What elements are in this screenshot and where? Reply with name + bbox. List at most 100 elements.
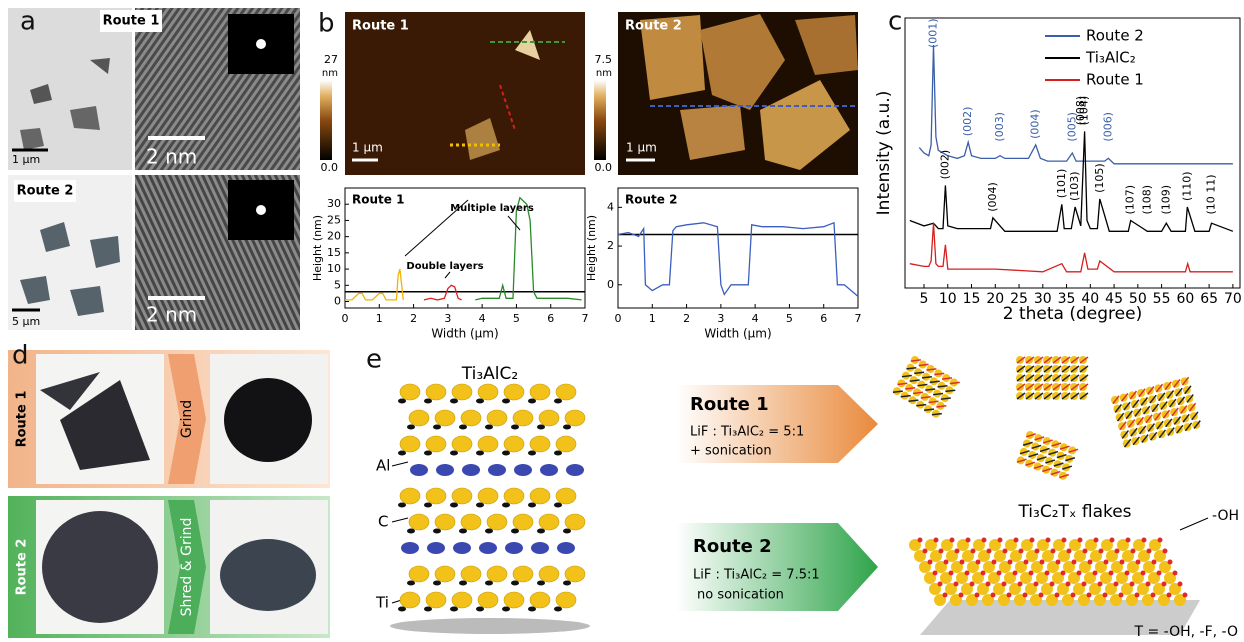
ti-atom: [565, 410, 585, 426]
x-tick-label: 55: [1153, 291, 1171, 307]
ti-atom: [530, 384, 550, 400]
scale-label: 2 nm: [146, 145, 197, 169]
surface-atom: [981, 571, 986, 576]
plot-title: Route 1: [352, 193, 404, 207]
c-atom: [485, 581, 493, 586]
surface-atom: [1071, 593, 1076, 598]
colorbar-max: 27: [324, 53, 338, 66]
ti-atom: [539, 410, 559, 426]
panel-e: e Ti₃AlC₂ Al C Ti Route 1 LiF : Ti₃AlC₂ …: [366, 345, 1239, 641]
c-atom: [398, 607, 406, 612]
surface-atom: [1014, 538, 1019, 543]
route-note: no sonication: [697, 588, 784, 603]
surface-atom: [1040, 560, 1045, 565]
surface-atom: [1078, 538, 1083, 543]
surface-atom: [1003, 549, 1008, 554]
ti-atom: [461, 514, 481, 530]
x-tick-label: 5: [920, 291, 929, 307]
c-atom: [511, 581, 519, 586]
surface-atom: [1103, 593, 1108, 598]
ti-atom: [565, 566, 585, 582]
ti-atom: [478, 488, 498, 504]
c-atom: [433, 529, 441, 534]
surface-atom: [1030, 538, 1035, 543]
legend-label: Ti₃AlC₂: [1085, 49, 1136, 67]
c-atom: [485, 425, 493, 430]
step-label: Grind: [179, 400, 195, 438]
route-label: Route 1: [15, 391, 30, 448]
y-tick-label: 20: [327, 230, 341, 243]
step-label: Shred & Grind: [179, 518, 195, 617]
c-atom: [424, 503, 432, 508]
surface-atom: [1158, 538, 1163, 543]
shadow: [390, 618, 590, 634]
c-atom: [511, 425, 519, 430]
al-atom: [453, 542, 471, 554]
surface-atom: [1008, 560, 1013, 565]
figure: a Route 1 Route 2 1 µm 2 nm 2 nm 5 µm b …: [0, 0, 1244, 642]
scale-label: 2 nm: [146, 303, 197, 327]
c-atom: [476, 451, 484, 456]
surface-atom: [1023, 593, 1028, 598]
surface-atom: [1114, 582, 1119, 587]
x-tick-label: 7: [855, 312, 862, 325]
surface-atom: [949, 571, 954, 576]
annotation-arrow: [405, 200, 468, 256]
illustration: [1016, 430, 1079, 481]
y-axis-label: Height (nm): [585, 215, 598, 281]
panel-b: b Route 1 1 µm 27 nm 0.0 Route 2 1 µm 7.…: [318, 9, 858, 176]
surface-atom: [1163, 549, 1168, 554]
surface-atom: [1013, 571, 1018, 576]
c-atom: [407, 425, 415, 430]
ti-atom: [565, 514, 585, 530]
ti-atom: [400, 436, 420, 452]
image-label: Route 2: [625, 19, 682, 34]
scale-label: 1 µm: [12, 153, 40, 166]
ti-atom: [530, 436, 550, 452]
c-atom: [502, 451, 510, 456]
c-atom: [537, 425, 545, 430]
c-atom: [476, 607, 484, 612]
surface-atom: [960, 560, 965, 565]
data-line: [345, 269, 403, 300]
al-atom: [557, 542, 575, 554]
ti-atom: [400, 384, 420, 400]
diffraction-spot: [256, 205, 266, 215]
peak-label: (104): [1078, 96, 1091, 126]
y-tick-label: 30: [327, 197, 341, 210]
x-tick-label: 5: [513, 312, 520, 325]
ti-atom: [400, 592, 420, 608]
ti-atom: [478, 384, 498, 400]
c-atom: [450, 451, 458, 456]
annotation-arrow: [445, 272, 450, 278]
scale-label: 1 µm: [626, 141, 657, 155]
surface-atom: [1087, 593, 1092, 598]
al-atom: [488, 464, 506, 476]
x-axis-label: Width (µm): [704, 327, 771, 341]
surface-atom: [1168, 560, 1173, 565]
colorbar-max: 7.5: [595, 53, 613, 66]
surface-atom: [986, 582, 991, 587]
surface-atom: [965, 571, 970, 576]
peak-label: (109): [1159, 185, 1172, 215]
peak-label: (004): [986, 182, 999, 212]
surface-atom: [959, 593, 964, 598]
x-tick-label: 2: [683, 312, 690, 325]
surface-atom: [992, 560, 997, 565]
surface-atom: [950, 538, 955, 543]
ti-atom: [513, 410, 533, 426]
ti-atom: [487, 410, 507, 426]
c-atom: [398, 399, 406, 404]
ti-atom: [409, 514, 429, 530]
peak-label: (10 11): [1204, 174, 1217, 214]
surface-atom: [1072, 560, 1077, 565]
x-tick-label: 3: [444, 312, 451, 325]
ti-atom: [556, 592, 576, 608]
surface-atom: [939, 549, 944, 554]
surface-atom: [1007, 593, 1012, 598]
peak-label: (103): [1068, 171, 1081, 201]
y-tick-label: 10: [327, 262, 341, 275]
surface-atom: [1167, 593, 1172, 598]
route-label: Route 2: [17, 184, 74, 199]
x-tick-label: 15: [963, 291, 981, 307]
